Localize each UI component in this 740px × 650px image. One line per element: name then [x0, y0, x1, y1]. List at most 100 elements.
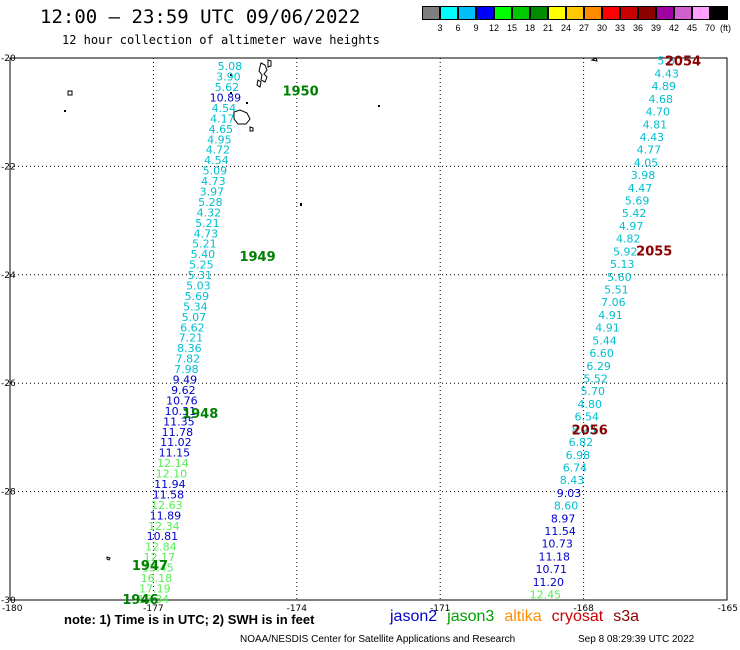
colorbar-swatch — [476, 6, 494, 20]
colorbar-swatch — [674, 6, 692, 20]
y-tick-label: -28 — [1, 488, 16, 498]
x-tick-label: -180 — [2, 604, 23, 614]
wave-height-label: 5.70 — [580, 385, 605, 398]
wave-height-label: 5.40 — [191, 248, 216, 261]
colorbar-swatch — [692, 6, 710, 20]
wave-height-label: 6.29 — [586, 360, 611, 373]
colorbar-label: 24 — [560, 23, 571, 33]
wave-height-label: 5.03 — [186, 280, 211, 293]
colorbar-label: 12 — [488, 23, 499, 33]
wave-height-label: 5.51 — [604, 284, 629, 297]
wave-height-label: 6.62 — [180, 321, 205, 334]
island-dot — [378, 105, 380, 107]
wave-height-label: 5.07 — [182, 311, 207, 324]
pass-time-labels: 1950 1949 1948 1947 1946 2054 2055 2056 — [122, 55, 701, 608]
y-tick-label: -20 — [1, 54, 16, 64]
island-dot — [230, 92, 232, 94]
wave-height-label: 5.21 — [195, 217, 220, 230]
pass-time-label: 1948 — [182, 407, 218, 422]
island-dot — [300, 203, 302, 206]
x-tick-label: -171 — [430, 604, 450, 614]
wave-height-label: 10.89 — [210, 91, 242, 104]
wave-height-label: 4.43 — [640, 131, 665, 144]
wave-height-label: 4.05 — [634, 156, 659, 169]
wave-height-label: 6.74 — [563, 461, 588, 474]
wave-height-label: 4.73 — [201, 175, 226, 188]
colorbar-swatch — [530, 6, 548, 20]
wave-height-label: 10.31 — [165, 405, 197, 418]
wave-height-label: 7.98 — [174, 363, 199, 376]
satellite-legend: jason2 jason3 altika cryosat s3a — [390, 608, 649, 626]
wave-height-label: 13.45 — [142, 562, 174, 575]
colorbar-swatch — [512, 6, 530, 20]
wave-height-tracks: 16.3417.1916.1813.4512.1712.8410.8112.34… — [138, 55, 682, 606]
wave-height-label: 7.21 — [179, 332, 204, 345]
wave-height-label: 5.62 — [215, 81, 240, 94]
island-dot — [230, 74, 232, 76]
island-shape — [233, 109, 251, 125]
wave-height-label: 12.63 — [151, 499, 183, 512]
footnote: note: 1) Time is in UTC; 2) SWH is in fe… — [64, 612, 315, 627]
colorbar-swatch — [602, 6, 620, 20]
colorbar-label: 9 — [473, 23, 479, 33]
colorbar-swatch — [440, 6, 458, 20]
wave-height-label: 9.49 — [173, 374, 198, 387]
wave-height-label: 4.65 — [209, 123, 234, 136]
legend-satellite-cryosat: cryosat — [551, 608, 604, 625]
legend-satellite-jason2: jason2 — [390, 608, 438, 625]
pass-time-label: 1950 — [282, 85, 318, 100]
colorbar-swatch — [656, 6, 674, 20]
wave-height-label: 5.52 — [583, 372, 608, 385]
island-dot — [64, 110, 66, 112]
wave-height-label: 4.72 — [206, 144, 231, 157]
wave-height-label: 12.10 — [156, 468, 188, 481]
legend-satellite-altika: altika — [504, 608, 542, 625]
wave-height-label: 4.91 — [598, 309, 623, 322]
colorbar-label: 39 — [650, 23, 661, 33]
wave-height-label: 12.34 — [148, 520, 180, 533]
colorbar-label: 27 — [578, 23, 589, 33]
island-dots — [64, 74, 380, 206]
wave-height-label: 4.82 — [616, 233, 641, 246]
y-tick-label: -30 — [1, 596, 16, 606]
wave-height-label: 4.80 — [577, 398, 602, 411]
pass-time-label: 1946 — [122, 593, 158, 608]
colorbar-swatch — [620, 6, 638, 20]
wave-height-label: 6.60 — [589, 347, 614, 360]
wave-height-label: 4.77 — [637, 144, 662, 157]
colorbar-label: 15 — [506, 23, 517, 33]
pass-time-label: 2054 — [665, 55, 701, 70]
wave-height-label: 4.73 — [194, 227, 219, 240]
island-outlines — [67, 57, 598, 561]
wave-height-label: 5.08 — [218, 60, 243, 73]
colorbar-label: 30 — [596, 23, 607, 33]
wave-height-label: 4.17 — [210, 112, 235, 125]
wave-height-label: 11.18 — [538, 550, 570, 563]
wave-height-label: 4.70 — [646, 106, 671, 119]
wave-height-label: 3.98 — [631, 169, 656, 182]
pass-time-label: 1947 — [132, 559, 168, 574]
wave-height-label: 11.89 — [150, 509, 182, 522]
wave-height-label: 5.44 — [592, 334, 617, 347]
legend-satellite-s3a: s3a — [613, 608, 640, 625]
colorbar-label: 3 — [437, 23, 443, 33]
map-frame — [9, 57, 728, 601]
wave-height-label: 6.54 — [575, 411, 600, 424]
colorbar-label: 33 — [614, 23, 625, 33]
wave-height-label: 11.58 — [153, 488, 185, 501]
colorbar-swatch — [494, 6, 512, 20]
wave-height-label: 5.09 — [203, 165, 228, 178]
y-tick-label: -26 — [1, 379, 16, 389]
page-title: 12:00 – 23:59 UTC 09/06/2022 — [40, 6, 361, 28]
wave-height-label: 16.34 — [138, 593, 170, 606]
wave-height-label: 17.19 — [139, 582, 171, 595]
wave-height-label: 4.95 — [207, 133, 232, 146]
colorbar-label: 36 — [632, 23, 643, 33]
wave-height-label: 5.69 — [625, 195, 650, 208]
wave-height-label: 6.98 — [566, 449, 591, 462]
wave-height-label: 5.92 — [613, 245, 638, 258]
wave-height-label: 12.14 — [157, 457, 189, 470]
wave-height-label: 6.82 — [569, 436, 594, 449]
island-dot — [246, 102, 248, 104]
